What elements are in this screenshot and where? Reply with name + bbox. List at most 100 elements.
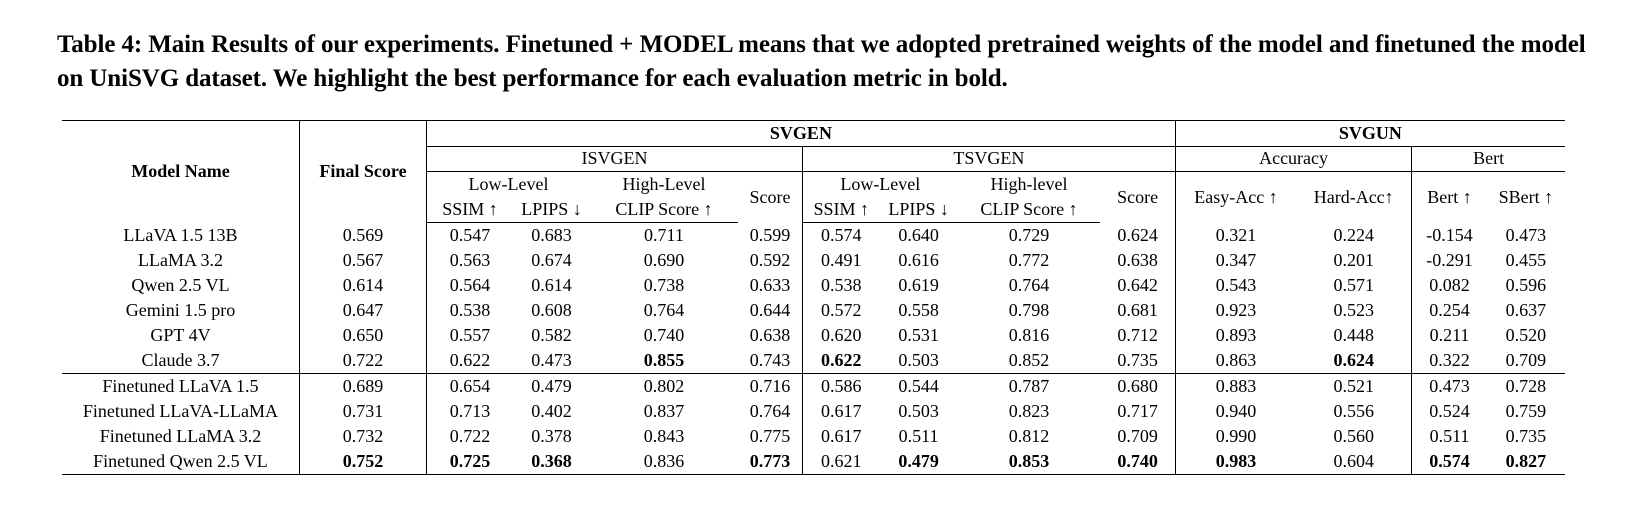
value-cell: 0.596 bbox=[1505, 274, 1547, 295]
value-cell: 0.254 bbox=[1429, 300, 1470, 321]
value-cell: -0.291 bbox=[1426, 249, 1473, 270]
value-cell: 0.711 bbox=[644, 224, 684, 245]
value-cell: 0.473 bbox=[531, 350, 572, 371]
value-cell: 0.211 bbox=[1429, 325, 1470, 346]
value-cell: 0.853 bbox=[957, 449, 1101, 475]
value-cell: 0.709 bbox=[1505, 350, 1547, 371]
value-cell: 0.511 bbox=[898, 426, 939, 447]
value-cell: 0.827 bbox=[1486, 449, 1565, 475]
value-cell: 0.722 bbox=[299, 348, 428, 374]
value-cell: 0.740 bbox=[643, 325, 685, 346]
value-cell: 0.722 bbox=[449, 426, 491, 447]
model-name-cell: Qwen 2.5 VL bbox=[62, 272, 300, 299]
value-cell: 0.599 bbox=[737, 222, 803, 248]
value-cell: 0.621 bbox=[802, 449, 880, 475]
model-name-cell: Finetuned LLaMA 3.2 bbox=[62, 424, 300, 450]
value-cell: 0.224 bbox=[1296, 222, 1413, 248]
value-cell: 0.582 bbox=[531, 325, 572, 346]
value-cell: 0.574 bbox=[1411, 449, 1487, 475]
table-row: LLaMA 3.2 0.567 0.563 0.674 0.690 0.592 0.491 0… bbox=[62, 247, 1565, 273]
value-cell: 0.798 bbox=[1008, 300, 1050, 321]
model-name-cell: Claude 3.7 bbox=[62, 348, 300, 374]
value-cell: 0.521 bbox=[1296, 373, 1413, 399]
value-cell: 0.608 bbox=[531, 300, 572, 321]
value-cell: 0.883 bbox=[1175, 373, 1297, 399]
results-table-container: Model Name Final Score SVGEN SVGUN ISVGE… bbox=[62, 120, 1565, 475]
value-cell: 0.732 bbox=[299, 424, 428, 450]
value-cell: 0.863 bbox=[1215, 350, 1257, 371]
value-cell: 0.455 bbox=[1505, 249, 1547, 270]
header-easy-acc: Easy-Acc ↑ bbox=[1194, 186, 1278, 207]
value-cell: 0.543 bbox=[1215, 274, 1257, 295]
value-cell: 0.368 bbox=[512, 449, 591, 475]
value-cell: 0.617 bbox=[821, 400, 862, 421]
model-name-cell: GPT 4V bbox=[62, 323, 300, 349]
value-cell: 0.619 bbox=[898, 274, 939, 295]
header-accuracy: Accuracy bbox=[1175, 146, 1413, 172]
value-cell: 0.764 bbox=[737, 398, 803, 424]
header-tsvgen-ssim: SSIM ↑ bbox=[802, 197, 880, 223]
header-hard-acc: Hard-Acc↑ bbox=[1296, 171, 1413, 223]
value-cell: 0.638 bbox=[1100, 247, 1176, 273]
value-cell: 0.479 bbox=[879, 449, 958, 475]
value-cell: 0.592 bbox=[737, 247, 803, 273]
value-cell: 0.479 bbox=[512, 373, 591, 399]
value-cell: 0.322 bbox=[1429, 350, 1470, 371]
value-cell: 0.586 bbox=[802, 373, 880, 399]
value-cell: 0.735 bbox=[1100, 348, 1176, 374]
value-cell: 0.738 bbox=[643, 274, 685, 295]
value-cell: 0.983 bbox=[1175, 449, 1297, 475]
table-row: Claude 3.7 0.722 0.622 0.473 0.855 0.743 0.622… bbox=[62, 348, 1565, 374]
model-name-cell: LLaVA 1.5 13B bbox=[62, 222, 300, 248]
value-cell: 0.538 bbox=[449, 300, 491, 321]
value-cell: 0.681 bbox=[1100, 298, 1176, 324]
table-row: Finetuned Qwen 2.5 VL 0.752 0.725 0.368 0.83… bbox=[62, 449, 1565, 475]
value-cell: 0.531 bbox=[898, 325, 939, 346]
value-cell: 0.082 bbox=[1429, 274, 1470, 295]
value-cell: 0.604 bbox=[1296, 449, 1413, 475]
value-cell: 0.638 bbox=[737, 323, 803, 349]
value-cell: 0.816 bbox=[1008, 325, 1050, 346]
value-cell: 0.787 bbox=[957, 373, 1101, 399]
value-cell: 0.520 bbox=[1505, 325, 1547, 346]
value-cell: 0.378 bbox=[531, 426, 572, 447]
value-cell: 0.321 bbox=[1215, 224, 1257, 245]
value-cell: 0.644 bbox=[737, 298, 803, 324]
value-cell: 0.940 bbox=[1215, 400, 1257, 421]
value-cell: 0.347 bbox=[1215, 249, 1257, 270]
value-cell: 0.773 bbox=[737, 449, 803, 475]
header-final-score: Final Score bbox=[299, 120, 428, 223]
value-cell: 0.563 bbox=[449, 249, 491, 270]
value-cell: 0.572 bbox=[821, 300, 862, 321]
value-cell: 0.567 bbox=[299, 247, 428, 273]
header-bert: Bert ↑ bbox=[1427, 186, 1472, 207]
table-row: Qwen 2.5 VL 0.614 0.564 0.614 0.738 0.633 0.53… bbox=[62, 272, 1565, 299]
header-isvgen-lpips: LPIPS ↓ bbox=[512, 197, 591, 223]
value-cell: 0.622 bbox=[449, 350, 491, 371]
value-cell: 0.473 bbox=[1411, 373, 1487, 399]
header-svgun: SVGUN bbox=[1175, 120, 1565, 147]
value-cell: 0.654 bbox=[426, 373, 513, 399]
model-name-cell: LLaMA 3.2 bbox=[62, 247, 300, 273]
value-cell: 0.731 bbox=[299, 398, 428, 424]
value-cell: 0.735 bbox=[1505, 426, 1547, 447]
model-name-cell: Finetuned LLaVA 1.5 bbox=[62, 373, 300, 399]
value-cell: 0.620 bbox=[821, 325, 862, 346]
value-cell: 0.448 bbox=[1296, 323, 1413, 349]
table-row: Finetuned LLaVA 1.5 0.689 0.654 0.479 0.802 0… bbox=[62, 373, 1565, 399]
value-cell: 0.775 bbox=[737, 424, 803, 450]
value-cell: 0.690 bbox=[643, 249, 685, 270]
table-row: Gemini 1.5 pro 0.647 0.538 0.608 0.764 0.644 0… bbox=[62, 298, 1565, 324]
header-model-name: Model Name bbox=[62, 120, 300, 223]
value-cell: 0.624 bbox=[1296, 348, 1413, 374]
value-cell: 0.642 bbox=[1100, 272, 1176, 299]
model-name-cell: Finetuned Qwen 2.5 VL bbox=[62, 449, 300, 475]
value-cell: 0.923 bbox=[1215, 300, 1257, 321]
value-cell: 0.622 bbox=[821, 350, 862, 371]
header-tsvgen-low-level: Low-Level bbox=[840, 174, 921, 194]
value-cell: 0.743 bbox=[737, 348, 803, 374]
table-row: Finetuned LLaMA 3.2 0.732 0.722 0.378 0.843 0… bbox=[62, 424, 1565, 450]
value-cell: 0.725 bbox=[426, 449, 513, 475]
value-cell: 0.836 bbox=[590, 449, 738, 475]
value-cell: 0.544 bbox=[879, 373, 958, 399]
